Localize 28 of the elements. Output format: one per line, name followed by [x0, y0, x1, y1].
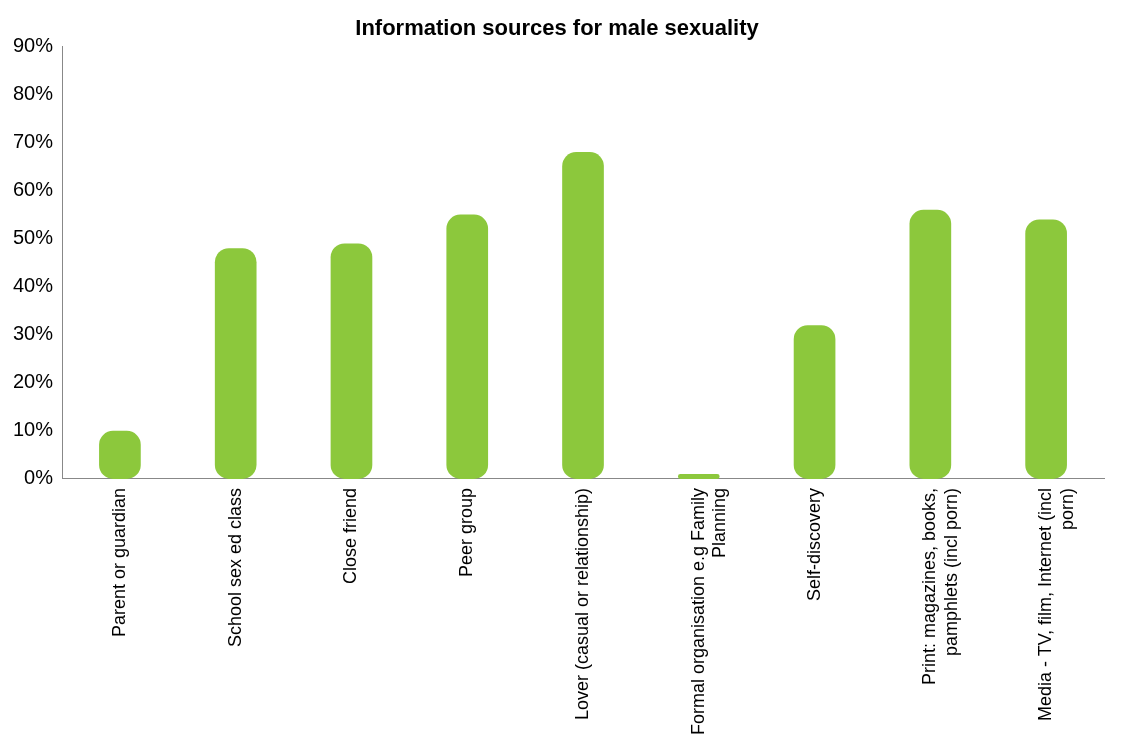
x-tick-label: Parent or guardian: [108, 487, 129, 638]
bar: [214, 248, 257, 479]
y-tick-label: 40%: [13, 274, 54, 297]
y-tick-label: 90%: [13, 33, 54, 56]
x-tick-label: Close friend: [340, 487, 361, 584]
y-tick-label: 50%: [13, 226, 54, 249]
bar: [677, 474, 720, 479]
y-tick-label: 20%: [13, 370, 54, 393]
x-tick-label: Formal organisation e.g Family Planning: [687, 487, 730, 736]
y-tick-label: 60%: [13, 178, 54, 201]
x-tick-label: Media - TV, film, Internet (incl porn): [1035, 487, 1077, 721]
x-tick-label: Self-discovery: [803, 487, 824, 601]
x-tick-label: Print: magazines, books, pamphlets (incl porn): [919, 487, 961, 686]
x-tick-label: School sex ed class: [224, 487, 245, 647]
bar: [793, 325, 836, 479]
bar: [330, 243, 373, 479]
bar: [446, 214, 489, 479]
chart-title: Information sources for male sexuality: [355, 15, 760, 41]
y-tick-label: 10%: [13, 418, 54, 441]
bar: [909, 209, 952, 479]
bar: [1025, 219, 1067, 479]
x-tick-label: Lover (casual or relationship): [571, 487, 592, 721]
y-tick-label: 0%: [24, 466, 54, 489]
bar: [562, 152, 604, 479]
y-tick-label: 80%: [13, 81, 54, 104]
y-tick-label: 30%: [13, 322, 54, 345]
y-tick-label: 70%: [13, 130, 54, 153]
x-tick-label: Peer group: [456, 487, 477, 577]
